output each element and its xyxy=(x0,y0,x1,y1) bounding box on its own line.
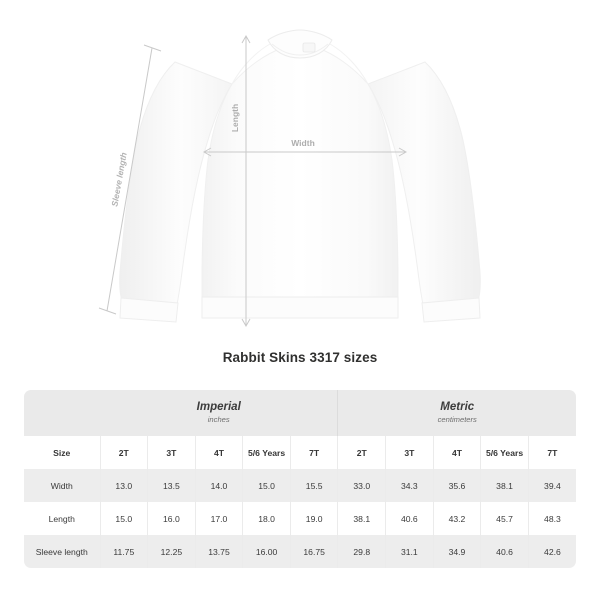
neck-label-tag xyxy=(302,42,316,53)
sweatshirt-shape xyxy=(119,29,481,323)
sleeve-length-dimension xyxy=(98,44,162,315)
measurement-value: 14.0 xyxy=(195,469,244,502)
left-shoulder-seam xyxy=(231,43,271,85)
body-panel xyxy=(201,47,399,306)
measurement-value: 12.25 xyxy=(147,535,196,568)
size-header-cell: 4T xyxy=(433,436,482,469)
size-header-row: Size 2T 3T 4T 5/6 Years 7T 2T 3T 4T 5/6 Years 7T xyxy=(24,436,576,469)
size-chart-table-container: Imperial inches Metric centimeters Size 2T 3T 4… xyxy=(24,390,576,568)
unit-group-name: Imperial xyxy=(196,400,241,413)
size-header-cell: 3T xyxy=(385,436,434,469)
unit-group-subtitle: inches xyxy=(207,414,230,424)
size-header-cell: 3T xyxy=(147,436,196,469)
right-cuff xyxy=(421,297,481,323)
measurement-value: 15.0 xyxy=(242,469,291,502)
size-header-cell: 5/6 Years xyxy=(242,436,291,469)
unit-group-metric: Metric centimeters xyxy=(337,390,576,436)
width-dimension xyxy=(202,147,408,157)
measurement-value: 35.6 xyxy=(433,469,482,502)
unit-group-row: Imperial inches Metric centimeters xyxy=(24,390,576,436)
measurement-value: 33.0 xyxy=(337,469,387,502)
measurement-value: 13.0 xyxy=(100,469,149,502)
measurement-value: 34.9 xyxy=(433,535,482,568)
table-row: Length 15.0 16.0 17.0 18.0 19.0 38.1 40.6 43.2 45… xyxy=(24,502,576,535)
measurement-value: 40.6 xyxy=(480,535,529,568)
measurement-value: 48.3 xyxy=(528,502,576,535)
measurement-value: 16.0 xyxy=(147,502,196,535)
measurement-value: 17.0 xyxy=(195,502,244,535)
size-header-cell: 5/6 Years xyxy=(480,436,529,469)
measurement-value: 38.1 xyxy=(480,469,529,502)
measurement-value: 39.4 xyxy=(528,469,576,502)
measurement-label: Sleeve length xyxy=(24,535,101,568)
size-header-cell: 7T xyxy=(528,436,576,469)
measurement-value: 15.0 xyxy=(100,502,149,535)
unit-group-name: Metric xyxy=(440,400,475,413)
right-shoulder-seam xyxy=(329,43,369,85)
table-row: Width 13.0 13.5 14.0 15.0 15.5 33.0 34.3 35.6 38.… xyxy=(24,469,576,502)
left-cuff xyxy=(119,297,179,323)
page-title: Rabbit Skins 3317 sizes xyxy=(222,350,378,365)
length-label: Length xyxy=(230,104,240,132)
size-chart-table: Imperial inches Metric centimeters Size 2T 3T 4… xyxy=(24,390,576,568)
measurement-value: 19.0 xyxy=(290,502,339,535)
measurement-value: 11.75 xyxy=(100,535,149,568)
measurement-value: 38.1 xyxy=(337,502,387,535)
measurement-value: 13.75 xyxy=(195,535,244,568)
measurement-value: 31.1 xyxy=(385,535,434,568)
size-header-cell: 2T xyxy=(337,436,387,469)
measurement-annotations xyxy=(98,34,408,328)
measurement-value: 16.00 xyxy=(242,535,291,568)
table-row: Sleeve length 11.75 12.25 13.75 16.00 16.75 29… xyxy=(24,535,576,568)
measurement-value: 45.7 xyxy=(480,502,529,535)
width-label: Width xyxy=(291,138,315,148)
measurement-value: 18.0 xyxy=(242,502,291,535)
measurement-value: 15.5 xyxy=(290,469,339,502)
measurement-label: Length xyxy=(24,502,101,535)
measurement-value: 34.3 xyxy=(385,469,434,502)
measurement-value: 29.8 xyxy=(337,535,387,568)
size-header-label: Size xyxy=(24,436,101,469)
size-header-cell: 4T xyxy=(195,436,244,469)
length-dimension xyxy=(241,34,251,328)
measurement-value: 40.6 xyxy=(385,502,434,535)
measurement-value: 16.75 xyxy=(290,535,339,568)
measurement-value: 43.2 xyxy=(433,502,482,535)
measurement-value: 13.5 xyxy=(147,469,196,502)
size-header-cell: 2T xyxy=(100,436,149,469)
unit-group-subtitle: centimeters xyxy=(437,414,477,424)
unit-group-imperial: Imperial inches xyxy=(100,390,339,436)
size-header-cell: 7T xyxy=(290,436,339,469)
garment-illustration: Sleeve length Length Width xyxy=(98,29,481,328)
unit-spacer-cell xyxy=(24,390,100,436)
hem-band xyxy=(201,296,399,319)
measurement-label: Width xyxy=(24,469,101,502)
measurement-value: 42.6 xyxy=(528,535,576,568)
collar-inner xyxy=(271,43,329,56)
